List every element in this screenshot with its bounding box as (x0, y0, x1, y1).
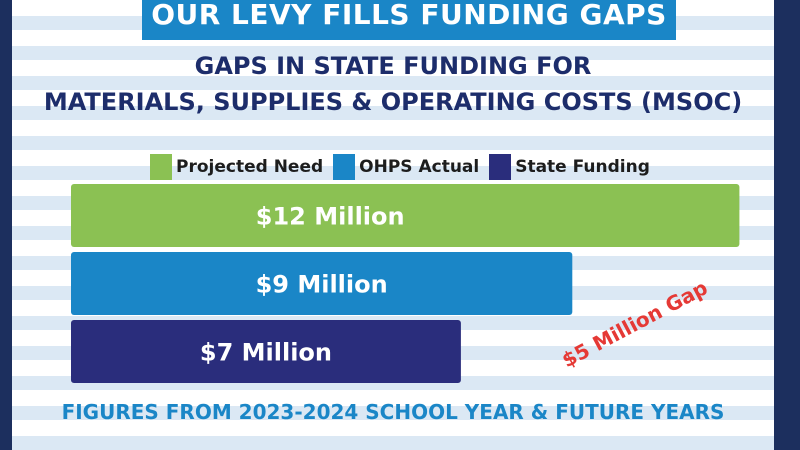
footer-note: FIGURES FROM 2023-2024 SCHOOL YEAR & FUT… (61, 400, 725, 424)
legend-swatch-projected-need (150, 154, 172, 180)
bar-state-funding (71, 320, 461, 383)
data-label-state-funding: $7 Million (200, 339, 332, 367)
legend-label-projected-need: Projected Need (176, 157, 324, 177)
legend-swatch-state-funding (489, 154, 512, 180)
data-label-ohps-actual: $9 Million (256, 271, 388, 299)
page-banner: OUR LEVY FILLS FUNDING GAPS (142, 0, 676, 40)
legend-swatch-ohps-actual (333, 154, 356, 180)
legend-item-projected-need: Projected Need (150, 154, 323, 180)
bar-chart: $12 Million $9 Million $7 Million $5 Millio… (71, 184, 740, 383)
data-label-projected-need: $12 Million (256, 203, 405, 231)
bar-ohps-actual (71, 252, 573, 315)
chart-title-line-1: GAPS IN STATE FUNDING FOR (194, 52, 592, 80)
chart-legend: Projected Need OHPS Actual State Funding (150, 154, 660, 180)
legend-label-ohps-actual: OHPS Actual (359, 157, 480, 177)
gap-annotation: $5 Million Gap (558, 275, 712, 372)
infographic-frame: OUR LEVY FILLS FUNDING GAPS GAPS IN STAT… (12, 0, 774, 450)
legend-label-state-funding: State Funding (515, 157, 650, 177)
legend-item-ohps-actual: OHPS Actual (333, 154, 479, 180)
bar-projected-need (71, 184, 740, 247)
legend-item-state-funding: State Funding (489, 154, 650, 180)
chart-title-line-2: MATERIALS, SUPPLIES & OPERATING COSTS (M… (43, 88, 743, 116)
